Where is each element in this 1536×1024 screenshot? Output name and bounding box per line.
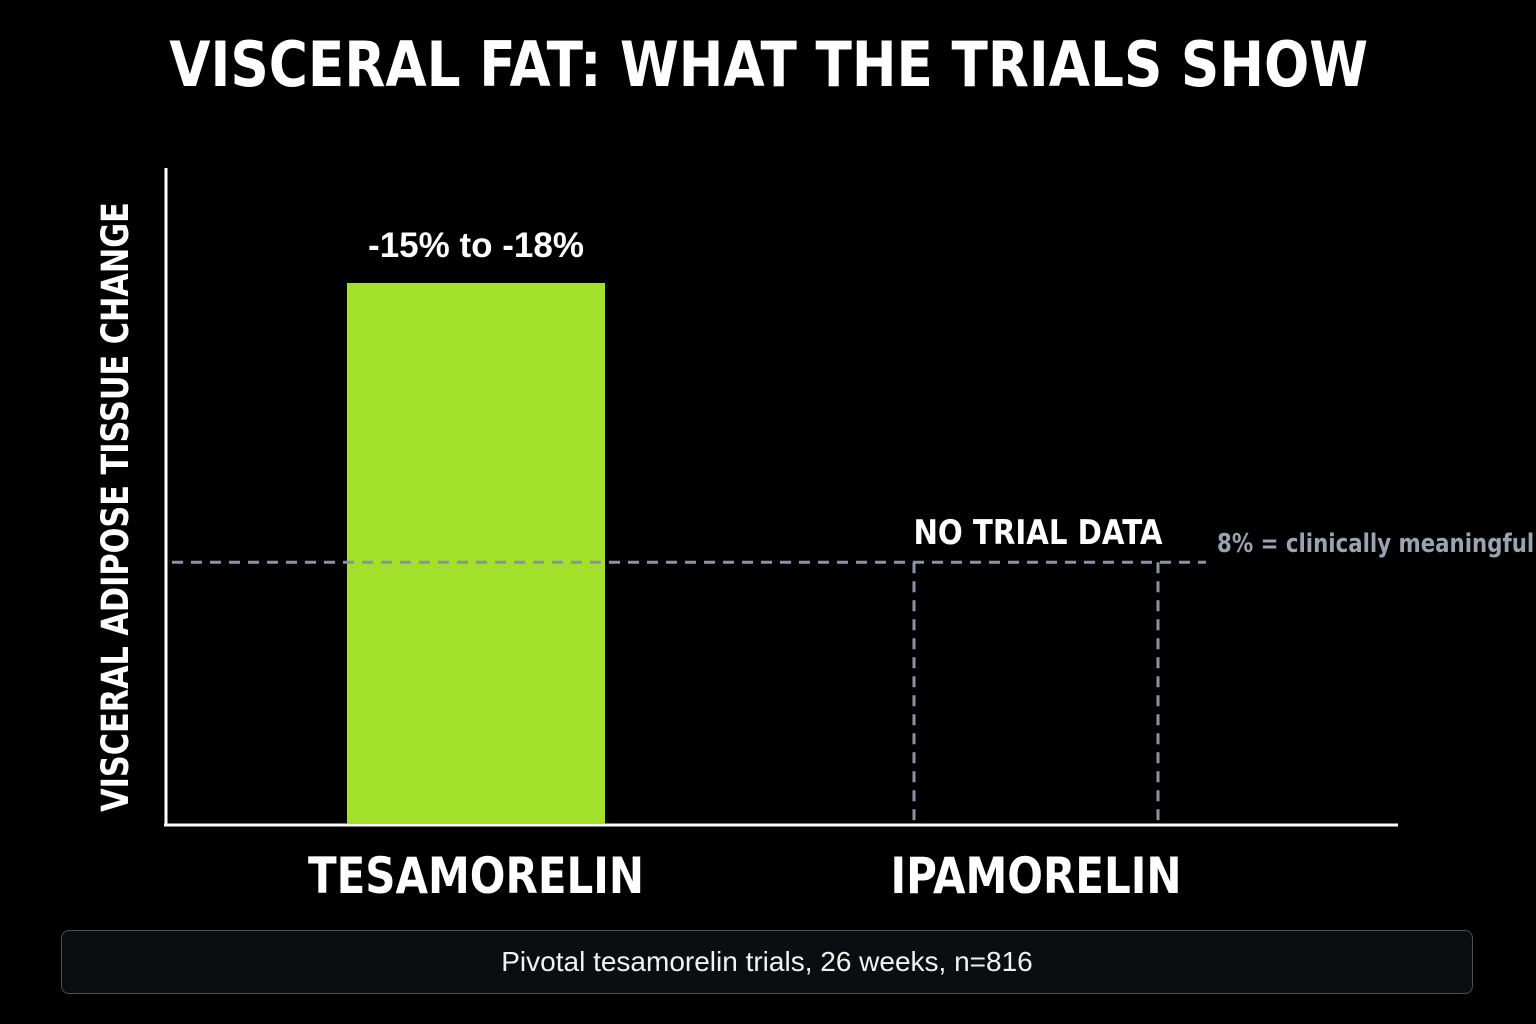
category-labels: TESAMORELIN IPAMORELIN [308,846,1182,904]
y-axis-label: VISCERAL ADIPOSE TISSUE CHANGE [94,202,137,812]
chart-title: VISCERAL FAT: WHAT THE TRIALS SHOW [169,28,1369,101]
caption-text: Pivotal tesamorelin trials, 26 weeks, n=… [501,946,1033,977]
data-label-ipamorelin: NO TRIAL DATA [913,514,1162,553]
bars-group: -15% to -18% NO TRIAL DATA [347,226,1163,825]
caption-box: Pivotal tesamorelin trials, 26 weeks, n=… [61,930,1473,994]
x-tick-label-ipamorelin: IPAMORELIN [890,846,1181,904]
data-label-tesamorelin: -15% to -18% [368,226,584,265]
bar-tesamorelin [347,282,605,825]
reference-line-label: 8% = clinically meaningful [1217,528,1534,559]
x-tick-label-tesamorelin: TESAMORELIN [308,846,644,904]
